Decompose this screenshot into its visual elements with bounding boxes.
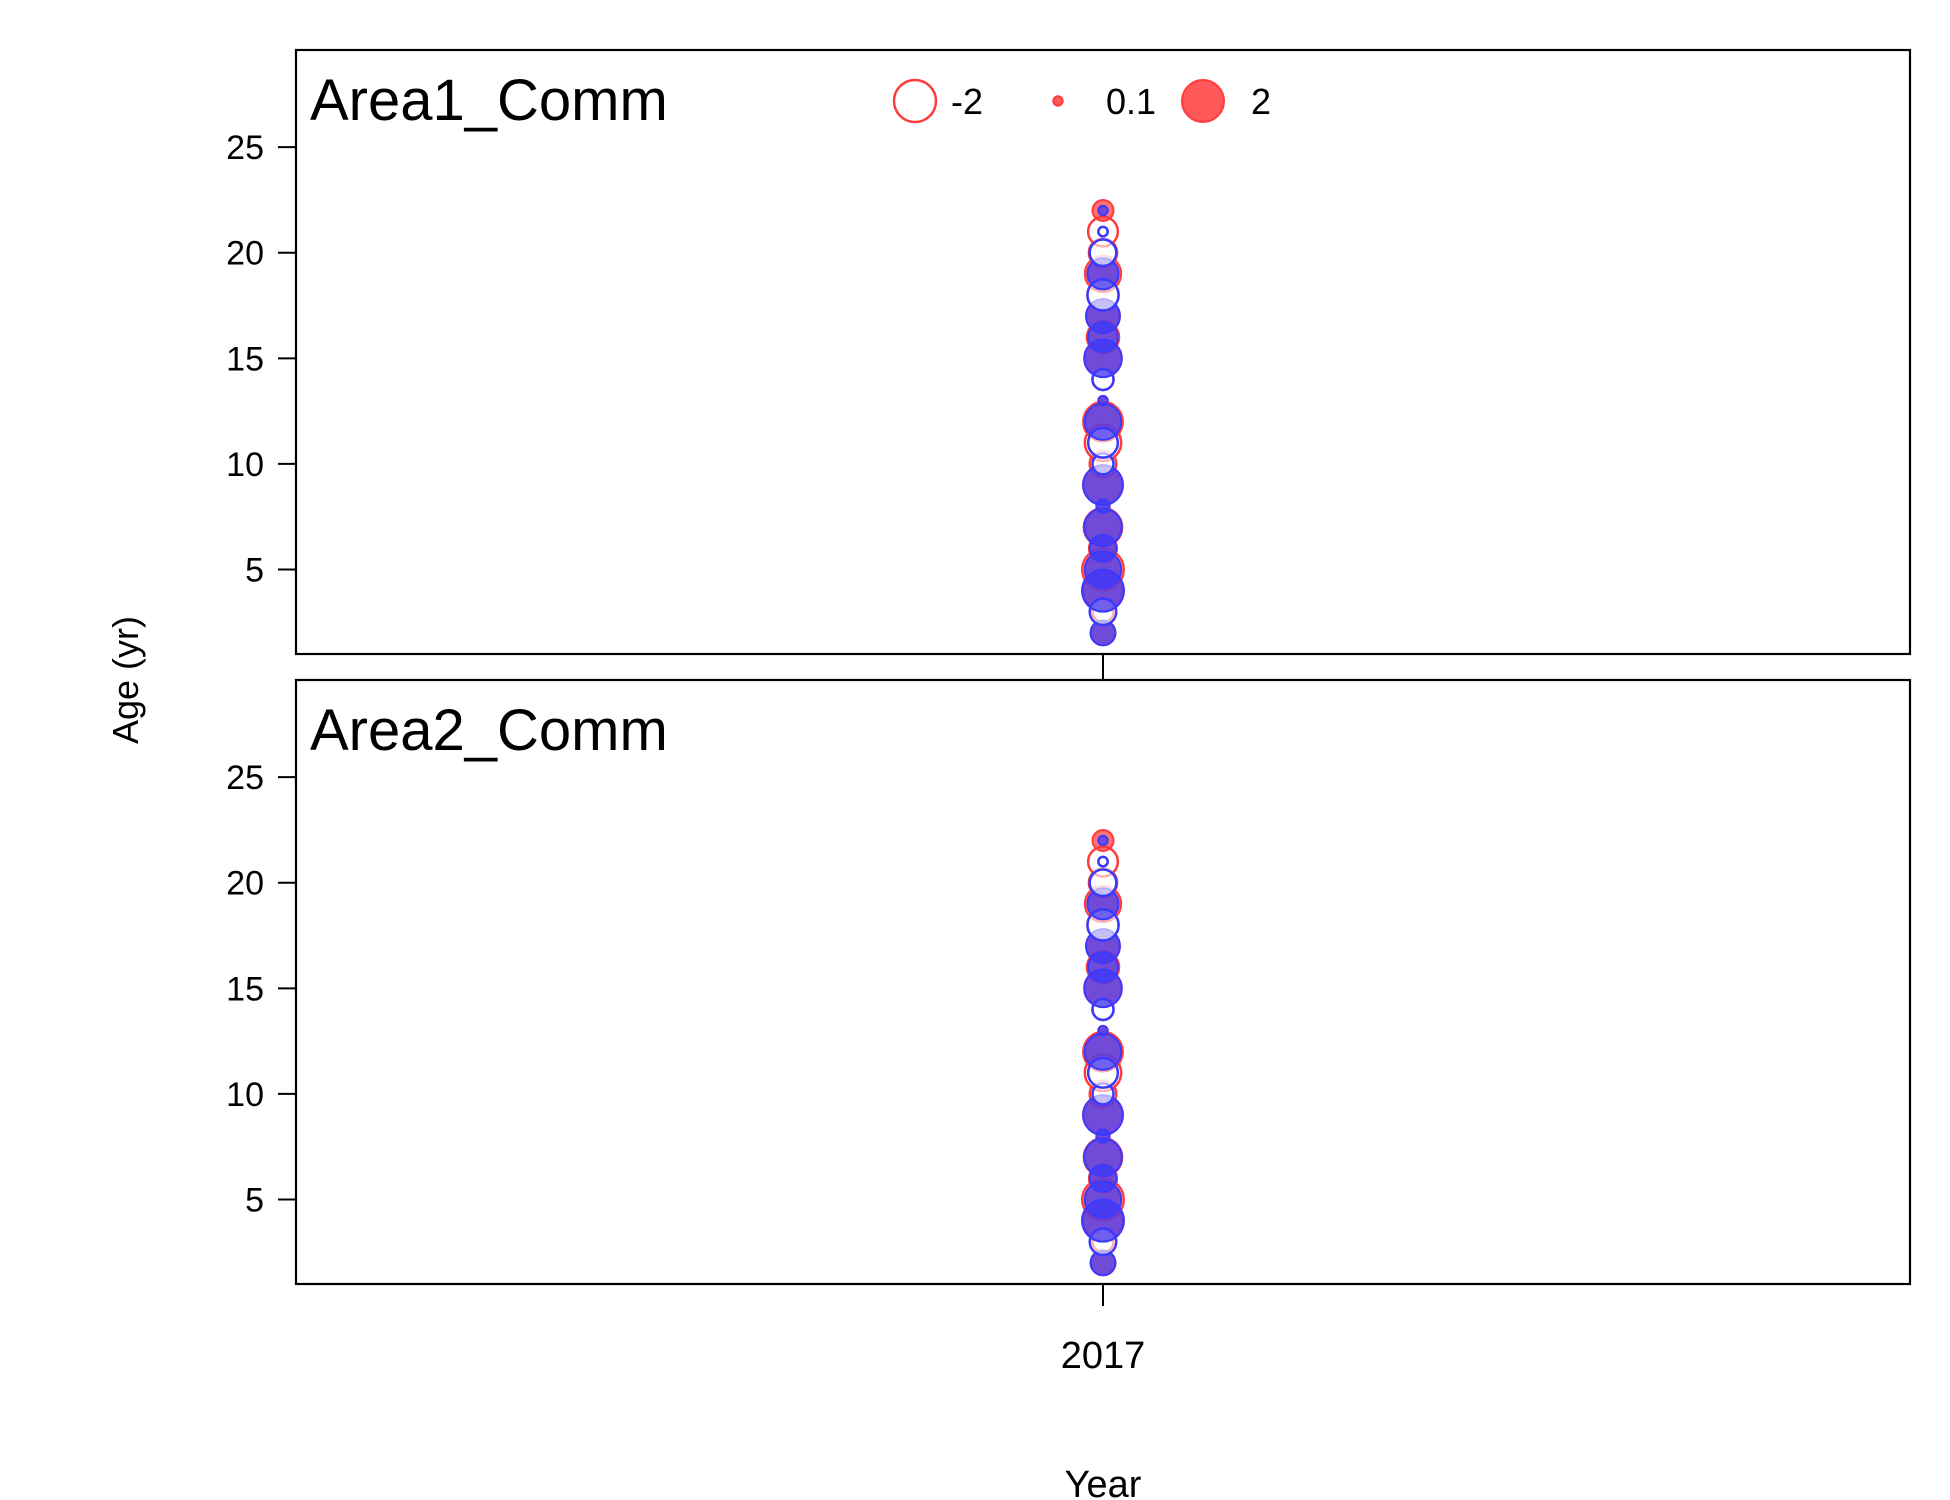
bubble-expected xyxy=(1097,855,1109,868)
x-tick-label: 2017 xyxy=(1061,1335,1146,1377)
bubble-expected xyxy=(1083,1032,1123,1071)
bubble-expected xyxy=(1097,834,1109,847)
y-tick-label: 10 xyxy=(226,1076,264,1114)
legend-label: -2 xyxy=(951,81,983,122)
y-tick-label: 5 xyxy=(245,552,264,590)
bubble-expected xyxy=(1083,402,1123,441)
bubble-expected xyxy=(1083,507,1123,548)
legend-marker xyxy=(1181,79,1225,123)
bubble-expected xyxy=(1097,394,1109,407)
y-tick-label: 20 xyxy=(226,235,264,273)
legend-label: 2 xyxy=(1251,81,1271,122)
x-axis-label: Year xyxy=(1065,1464,1142,1500)
y-tick-label: 5 xyxy=(245,1182,264,1220)
legend-label: 0.1 xyxy=(1106,81,1156,122)
y-tick-label: 20 xyxy=(226,865,264,903)
bubble-expected xyxy=(1097,1024,1109,1037)
legend-marker xyxy=(892,78,938,124)
panel-title: Area1_Comm xyxy=(310,68,668,133)
y-tick-label: 15 xyxy=(226,340,264,378)
bubble-expected xyxy=(1088,238,1118,268)
bubble-expected xyxy=(1088,868,1118,898)
bubble-expected xyxy=(1097,204,1109,217)
panel-title: Area2_Comm xyxy=(310,698,668,763)
y-axis-label: Age (yr) xyxy=(105,616,146,744)
y-tick-label: 25 xyxy=(226,759,264,797)
bubble-expected xyxy=(1097,225,1109,238)
y-tick-label: 15 xyxy=(226,970,264,1008)
bubble-expected xyxy=(1083,1137,1123,1178)
legend-marker xyxy=(1052,95,1064,107)
y-tick-label: 10 xyxy=(226,446,264,484)
y-tick-label: 25 xyxy=(226,129,264,167)
